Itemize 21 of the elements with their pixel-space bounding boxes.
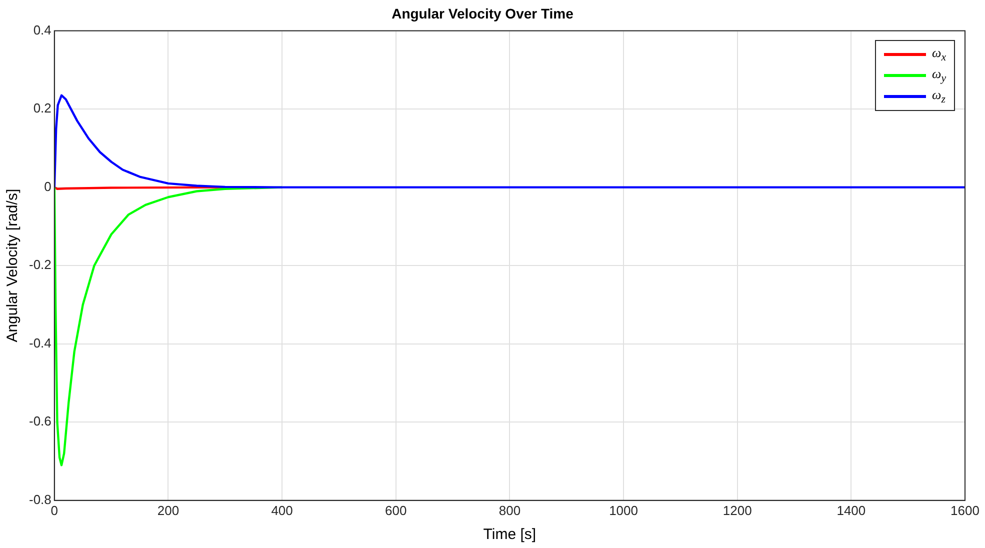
legend-label: ω$_{x}$	[932, 45, 946, 64]
x-tick-label: 800	[498, 502, 521, 518]
y-tick-label: -0.8	[28, 492, 52, 507]
x-tick-label: 1400	[836, 502, 866, 518]
legend-label: ω$_{z}$	[932, 87, 946, 106]
x-tick-label: 600	[385, 502, 407, 518]
legend-label: ω$_{y}$	[932, 66, 946, 85]
y-tick-label: 0	[44, 178, 52, 194]
x-axis-title: Time [s]	[483, 526, 536, 544]
y-tick-label: -0.2	[28, 257, 52, 272]
y-axis-title: Angular Velocity [rad/s]	[4, 188, 22, 342]
chart-title: Angular Velocity Over Time	[392, 5, 574, 22]
y-tick-label: 0.4	[33, 22, 52, 38]
x-tick-label: 1200	[722, 502, 752, 518]
x-tick-label: 1000	[609, 502, 638, 518]
x-tick-label: 200	[157, 502, 180, 518]
x-tick-label: 400	[271, 502, 293, 518]
y-tick-label: -0.4	[28, 335, 52, 350]
y-tick-label: -0.6	[28, 414, 52, 429]
y-tick-label: 0.2	[33, 100, 52, 116]
x-tick-label: 1600	[950, 502, 980, 518]
